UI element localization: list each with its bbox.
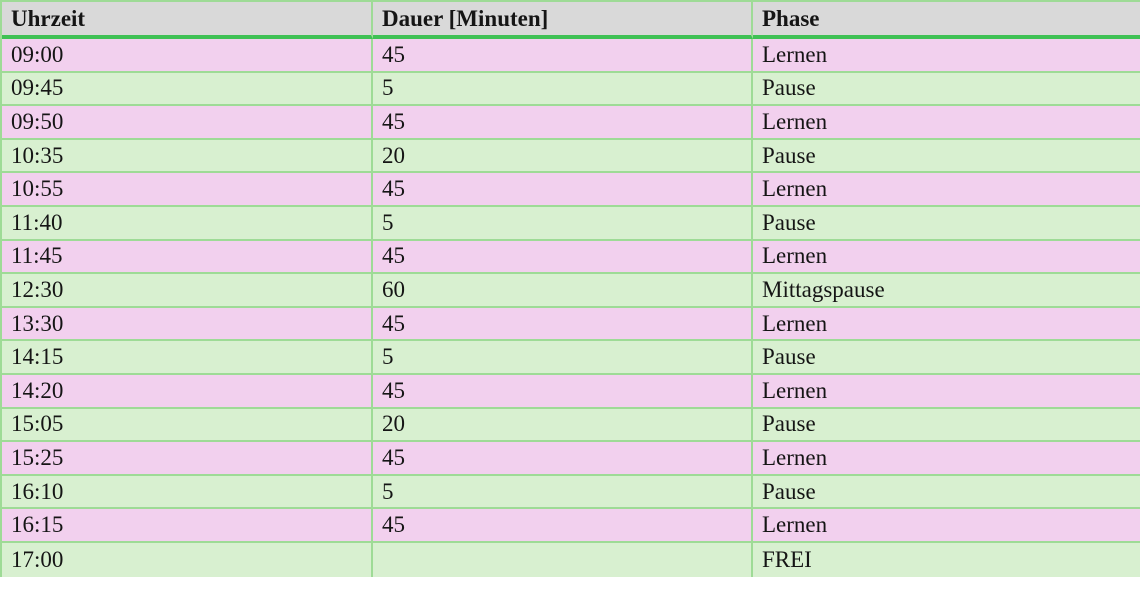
- uhrzeit-cell: 14:20: [2, 374, 373, 409]
- phase-cell: Lernen: [753, 374, 1140, 409]
- uhrzeit-cell: 16:15: [2, 509, 373, 543]
- phase-cell: Pause: [753, 72, 1140, 107]
- dauer-cell: 20: [373, 408, 753, 443]
- table-row: 17:00 FREI: [2, 542, 1140, 577]
- study-schedule-table: Uhrzeit Dauer [Minuten] Phase 09:00 45 Ler…: [0, 0, 1140, 577]
- dauer-cell: 45: [373, 173, 753, 207]
- phase-cell: Lernen: [753, 307, 1140, 342]
- phase-cell: Pause: [753, 408, 1140, 443]
- phase-cell: Lernen: [753, 39, 1140, 73]
- uhrzeit-cell: 15:25: [2, 442, 373, 476]
- column-header-dauer: Dauer [Minuten]: [373, 2, 753, 39]
- uhrzeit-cell: 11:40: [2, 206, 373, 241]
- dauer-cell: 5: [373, 206, 753, 241]
- phase-cell: Pause: [753, 139, 1140, 174]
- phase-cell: FREI: [753, 542, 1140, 577]
- phase-cell: Mittagspause: [753, 274, 1140, 308]
- dauer-cell: 5: [373, 72, 753, 107]
- uhrzeit-cell: 12:30: [2, 274, 373, 308]
- column-header-uhrzeit: Uhrzeit: [2, 2, 373, 39]
- uhrzeit-cell: 14:15: [2, 341, 373, 375]
- table-row: 11:40 5 Pause: [2, 206, 1140, 241]
- uhrzeit-cell: 09:50: [2, 106, 373, 140]
- table-row: 14:15 5 Pause: [2, 341, 1140, 375]
- table-row: 09:00 45 Lernen: [2, 39, 1140, 73]
- phase-cell: Lernen: [753, 442, 1140, 476]
- dauer-cell: 5: [373, 341, 753, 375]
- dauer-cell: [373, 542, 753, 577]
- table-header: Uhrzeit Dauer [Minuten] Phase: [2, 2, 1140, 39]
- dauer-cell: 60: [373, 274, 753, 308]
- dauer-cell: 20: [373, 139, 753, 174]
- table-row: 09:45 5 Pause: [2, 72, 1140, 107]
- phase-cell: Lernen: [753, 106, 1140, 140]
- table-row: 16:15 45 Lernen: [2, 509, 1140, 543]
- table-row: 15:25 45 Lernen: [2, 442, 1140, 476]
- dauer-cell: 5: [373, 475, 753, 510]
- uhrzeit-cell: 15:05: [2, 408, 373, 443]
- dauer-cell: 45: [373, 374, 753, 409]
- uhrzeit-cell: 09:00: [2, 39, 373, 73]
- uhrzeit-cell: 10:55: [2, 173, 373, 207]
- table-row: 10:55 45 Lernen: [2, 173, 1140, 207]
- table-row: 12:30 60 Mittagspause: [2, 274, 1140, 308]
- dauer-cell: 45: [373, 509, 753, 543]
- dauer-cell: 45: [373, 240, 753, 275]
- table-row: 14:20 45 Lernen: [2, 374, 1140, 409]
- uhrzeit-cell: 13:30: [2, 307, 373, 342]
- dauer-cell: 45: [373, 106, 753, 140]
- phase-cell: Pause: [753, 475, 1140, 510]
- phase-cell: Pause: [753, 341, 1140, 375]
- table-row: 16:10 5 Pause: [2, 475, 1140, 510]
- dauer-cell: 45: [373, 307, 753, 342]
- phase-cell: Lernen: [753, 240, 1140, 275]
- header-row: Uhrzeit Dauer [Minuten] Phase: [2, 2, 1140, 39]
- table-row: 13:30 45 Lernen: [2, 307, 1140, 342]
- phase-cell: Lernen: [753, 173, 1140, 207]
- uhrzeit-cell: 10:35: [2, 139, 373, 174]
- phase-cell: Lernen: [753, 509, 1140, 543]
- uhrzeit-cell: 09:45: [2, 72, 373, 107]
- phase-cell: Pause: [753, 206, 1140, 241]
- table-body: 09:00 45 Lernen 09:45 5 Pause 09:50 45 Lernen 10:…: [2, 39, 1140, 577]
- table-row: 11:45 45 Lernen: [2, 240, 1140, 275]
- uhrzeit-cell: 11:45: [2, 240, 373, 275]
- dauer-cell: 45: [373, 39, 753, 73]
- table-row: 09:50 45 Lernen: [2, 106, 1140, 140]
- uhrzeit-cell: 16:10: [2, 475, 373, 510]
- table-row: 15:05 20 Pause: [2, 408, 1140, 443]
- dauer-cell: 45: [373, 442, 753, 476]
- column-header-phase: Phase: [753, 2, 1140, 39]
- table-row: 10:35 20 Pause: [2, 139, 1140, 174]
- uhrzeit-cell: 17:00: [2, 542, 373, 577]
